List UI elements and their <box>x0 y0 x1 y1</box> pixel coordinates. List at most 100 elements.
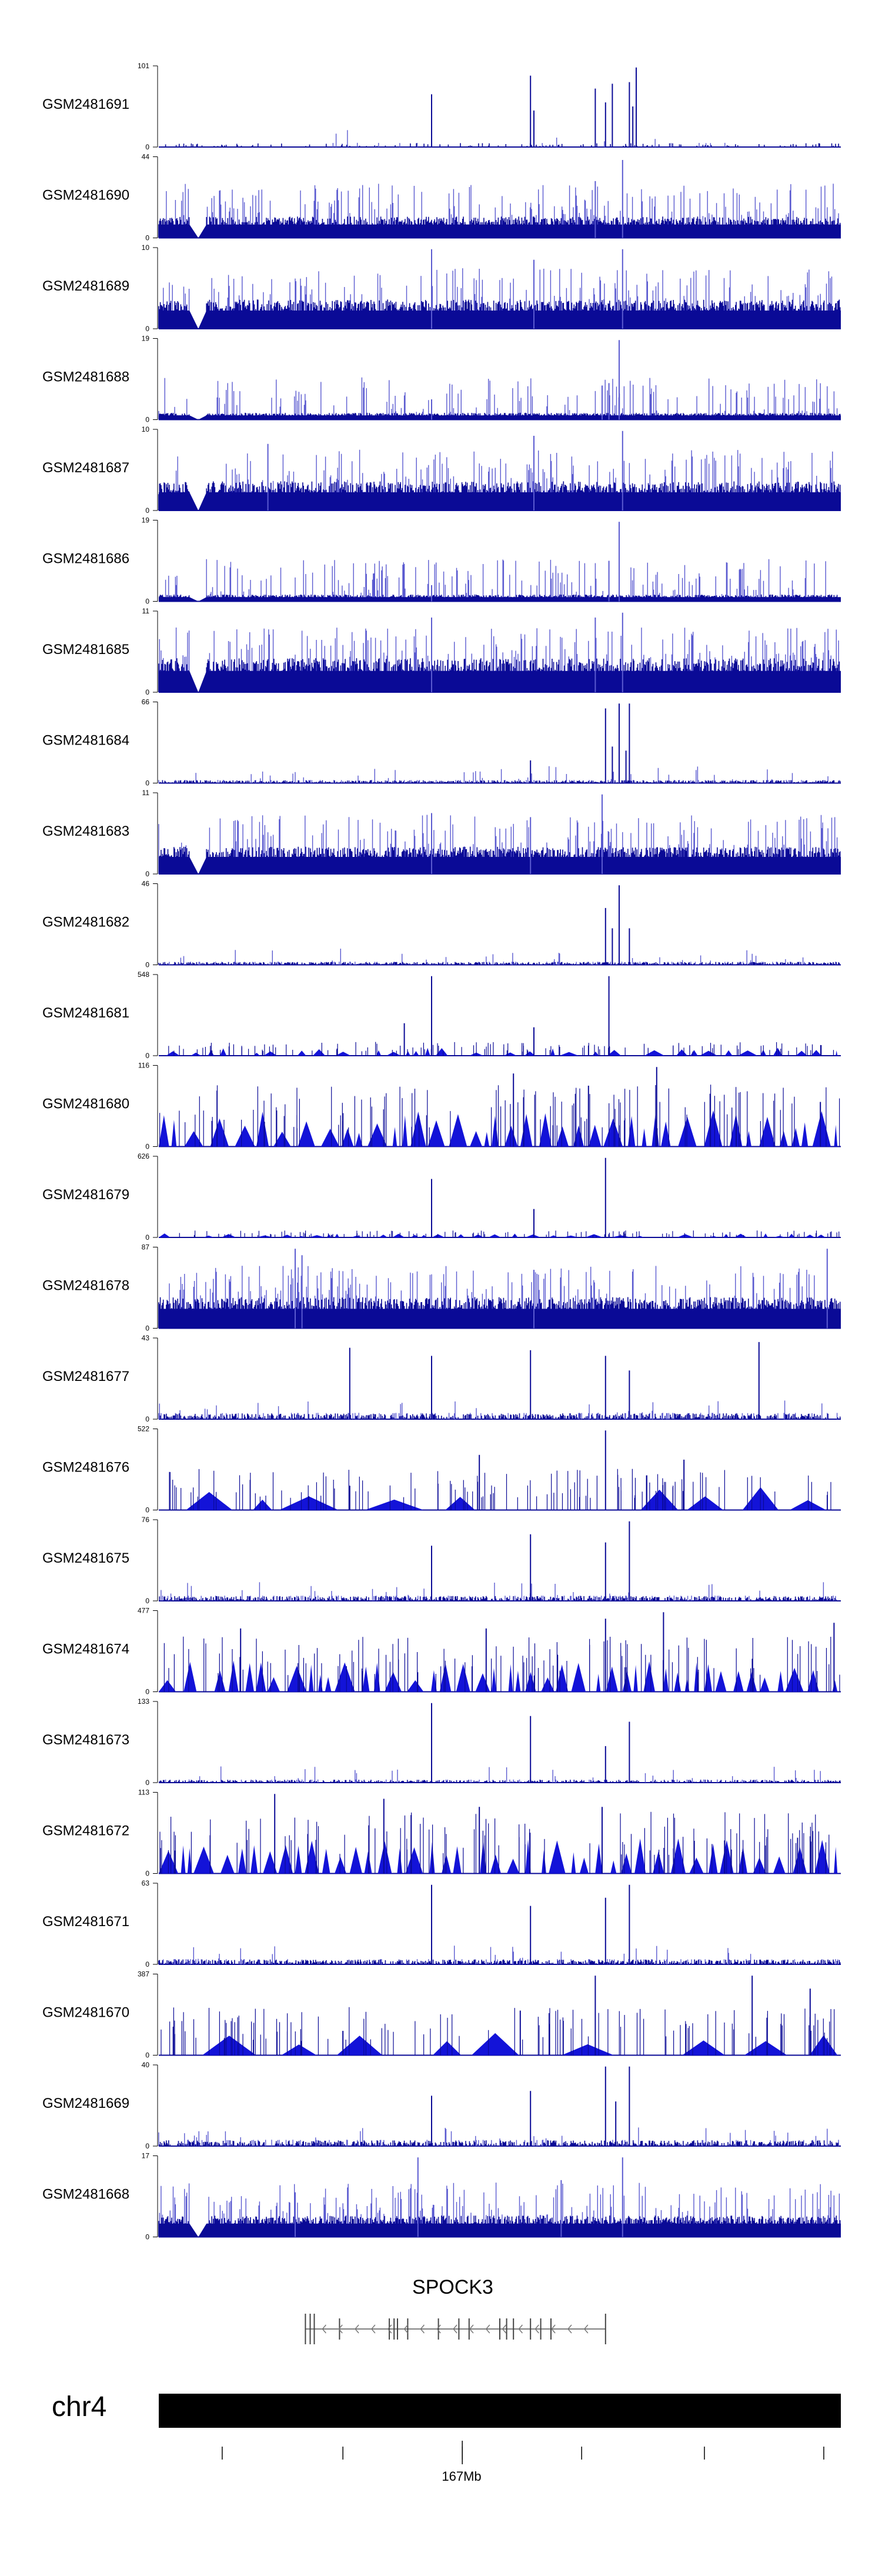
signal-spikes <box>159 1085 840 1147</box>
y-min-tick: 0 <box>145 234 149 242</box>
y-max-tick: 10 <box>142 243 150 252</box>
y-min-tick: 0 <box>145 961 149 969</box>
signal-spikes <box>159 1596 837 1601</box>
strand-arrow <box>370 2324 376 2334</box>
track-label: GSM2481687 <box>42 460 129 476</box>
track-GSM2481691: GSM2481691 101 0 <box>42 62 841 151</box>
signal-band <box>159 311 841 329</box>
y-max-tick: 44 <box>142 153 150 161</box>
signal-band <box>159 1309 841 1329</box>
y-min-tick: 0 <box>145 1143 149 1151</box>
track-label: GSM2481683 <box>42 823 129 839</box>
track-label: GSM2481674 <box>42 1641 129 1657</box>
gene-model-spock3 <box>305 2314 606 2344</box>
strand-arrow <box>387 2324 392 2334</box>
y-min-tick: 0 <box>145 2233 149 2241</box>
y-max-tick: 19 <box>142 516 150 525</box>
track-GSM2481682: GSM2481682 46 0 <box>42 880 841 969</box>
signal-area <box>159 1838 841 1874</box>
signal-area <box>159 2033 841 2056</box>
track-label: GSM2481689 <box>42 278 129 294</box>
track-GSM2481683: GSM2481683 11 0 <box>42 789 841 878</box>
strand-arrow <box>502 2324 507 2334</box>
signal-band <box>159 857 841 874</box>
signal-spikes-light <box>158 2127 839 2146</box>
signal-spikes-light <box>158 766 840 783</box>
signal-spikes-light <box>332 130 726 147</box>
y-max-tick: 133 <box>138 1697 149 1706</box>
chromosome-label: chr4 <box>52 2391 106 2422</box>
y-min-tick: 0 <box>145 1052 149 1060</box>
y-max-tick: 626 <box>138 1152 149 1160</box>
y-max-tick: 116 <box>138 1062 149 1070</box>
track-GSM2481690: GSM2481690 44 0 <box>42 153 841 242</box>
signal-spikes <box>159 1811 830 1874</box>
track-GSM2481676: GSM2481676 522 0 <box>42 1425 841 1514</box>
strand-arrow <box>355 2324 359 2334</box>
chromosome-track: chr4 167Mb <box>52 2391 841 2484</box>
track-label: GSM2481672 <box>42 1823 129 1839</box>
y-max-tick: 113 <box>138 1788 149 1797</box>
strand-arrow <box>534 2324 539 2334</box>
track-GSM2481685: GSM2481685 11 0 <box>42 607 841 696</box>
y-min-tick: 0 <box>145 1870 149 1878</box>
strand-arrow <box>551 2324 556 2334</box>
track-label: GSM2481684 <box>42 733 129 749</box>
strand-arrow <box>420 2324 425 2334</box>
y-max-tick: 548 <box>138 970 149 979</box>
signal-spikes-light <box>158 1400 838 1419</box>
y-min-tick: 0 <box>145 2142 149 2150</box>
track-GSM2481671: GSM2481671 63 0 <box>42 1879 841 1968</box>
signal-band <box>159 670 841 692</box>
track-GSM2481670: GSM2481670 387 0 <box>42 1970 841 2060</box>
track-GSM2481669: GSM2481669 40 0 <box>42 2061 841 2150</box>
y-max-tick: 43 <box>142 1334 150 1342</box>
y-max-tick: 387 <box>138 1970 149 1978</box>
signal-area <box>159 1110 841 1147</box>
signal-area <box>159 1233 841 1237</box>
signal-spikes <box>169 1469 831 1510</box>
y-min-tick: 0 <box>145 1688 149 1696</box>
y-max-tick: 17 <box>142 2152 150 2160</box>
gene-label: SPOCK3 <box>412 2276 493 2298</box>
y-max-tick: 76 <box>142 1516 150 1524</box>
track-label: GSM2481675 <box>42 1550 129 1566</box>
strand-arrow <box>583 2324 589 2334</box>
y-min-tick: 0 <box>145 2051 149 2060</box>
track-label: GSM2481671 <box>42 1914 129 1930</box>
track-GSM2481681: GSM2481681 548 0 <box>42 970 841 1060</box>
track-label: GSM2481690 <box>42 188 129 203</box>
signal-spikes-light <box>163 1946 838 1964</box>
signal-spikes <box>159 1780 841 1783</box>
track-GSM2481686: GSM2481686 19 0 <box>42 516 841 606</box>
y-min-tick: 0 <box>145 1597 149 1605</box>
y-min-tick: 0 <box>145 1506 149 1514</box>
y-min-tick: 0 <box>145 598 149 606</box>
signal-spikes <box>159 1413 841 1419</box>
y-max-tick: 522 <box>138 1425 149 1433</box>
track-GSM2481687: GSM2481687 10 0 <box>42 425 841 515</box>
track-label: GSM2481680 <box>42 1096 129 1112</box>
signal-spikes <box>159 780 841 783</box>
track-label: GSM2481669 <box>42 2095 129 2111</box>
y-min-tick: 0 <box>145 1415 149 1423</box>
track-label: GSM2481686 <box>42 551 129 567</box>
signal-spikes-light <box>165 559 826 602</box>
strand-arrow <box>518 2324 523 2334</box>
y-max-tick: 11 <box>142 789 150 797</box>
track-GSM2481674: GSM2481674 477 0 <box>42 1607 841 1696</box>
signal-spikes <box>158 1959 841 1964</box>
signal-band <box>159 2223 841 2237</box>
signal-band <box>159 224 841 238</box>
y-max-tick: 11 <box>142 607 150 615</box>
y-min-tick: 0 <box>145 506 149 515</box>
strand-arrow <box>485 2324 490 2334</box>
y-max-tick: 66 <box>142 698 150 706</box>
y-max-tick: 477 <box>138 1607 149 1615</box>
track-GSM2481677: GSM2481677 43 0 <box>42 1334 841 1423</box>
signal-area <box>159 1660 841 1692</box>
y-max-tick: 87 <box>142 1243 150 1252</box>
signal-spikes <box>168 1042 834 1056</box>
y-min-tick: 0 <box>145 870 149 878</box>
